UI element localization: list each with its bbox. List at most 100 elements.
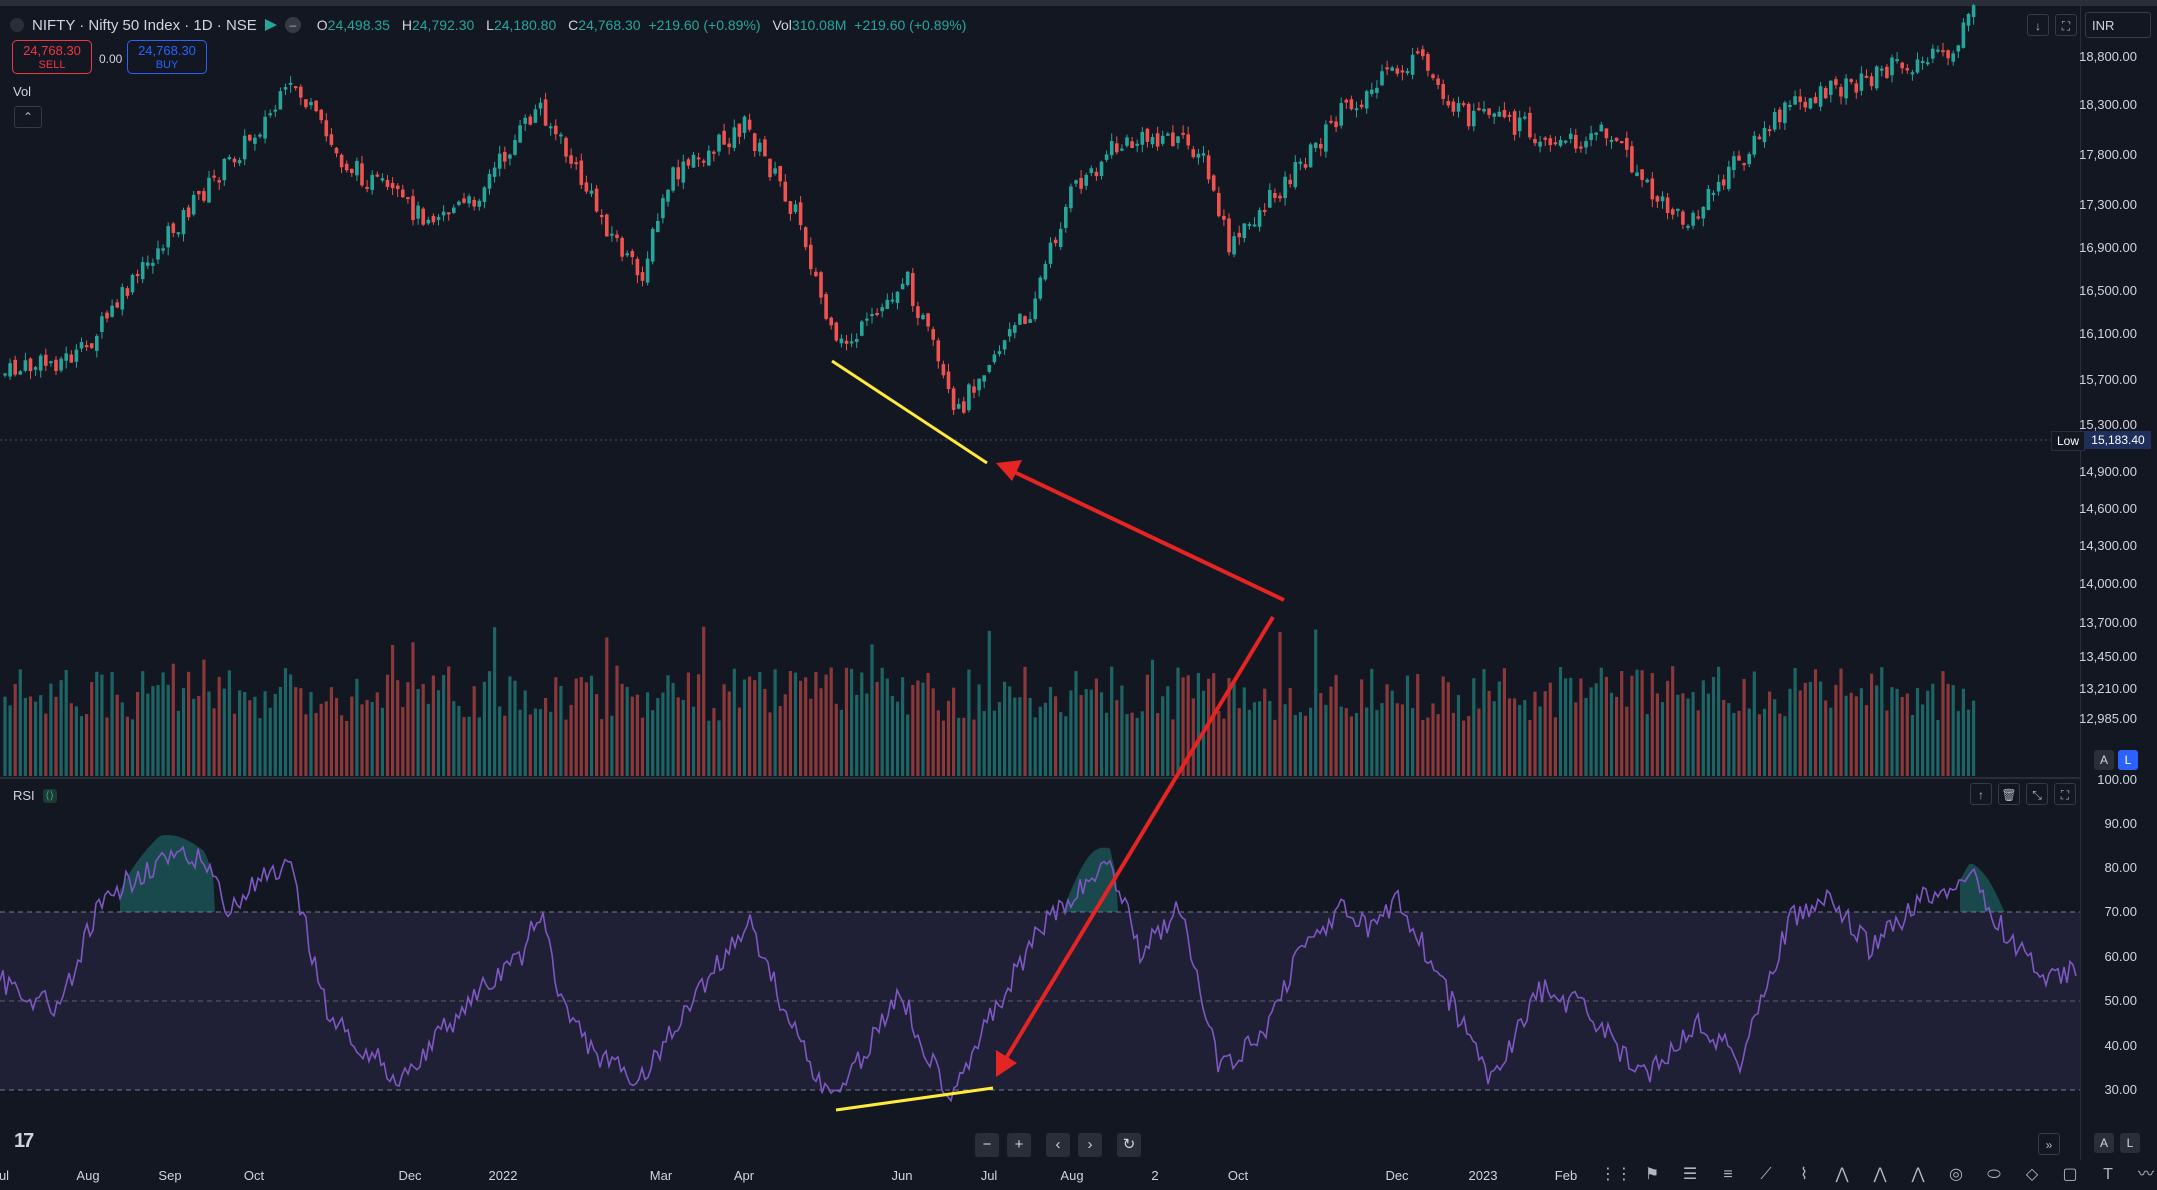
time-tick-label: Aug bbox=[76, 1168, 100, 1183]
price-tick-label: 16,500.00 bbox=[2079, 283, 2137, 298]
time-tick-label: Aug bbox=[1060, 1168, 1084, 1183]
log-scale-bottom-button[interactable]: L bbox=[2120, 1133, 2140, 1153]
time-tick-label: Sep bbox=[158, 1168, 182, 1183]
rsi-tick-label: 40.00 bbox=[2104, 1038, 2137, 1053]
rsi-tick-label: 50.00 bbox=[2104, 993, 2137, 1008]
price-tick-label: 12,985.00 bbox=[2079, 711, 2137, 726]
low-key: L bbox=[486, 17, 494, 33]
lines-tool-icon[interactable]: ☰ bbox=[1682, 1166, 1698, 1183]
auto-scale-bottom-button[interactable]: A bbox=[2094, 1133, 2114, 1153]
symbol-logo-icon bbox=[10, 18, 24, 32]
sell-button[interactable]: 24,768.30 SELL bbox=[12, 40, 92, 74]
circle-tool-icon[interactable]: ◎ bbox=[1949, 1166, 1963, 1183]
price-tick-label: 14,300.00 bbox=[2079, 538, 2137, 553]
expand-toolbar-icon[interactable]: » bbox=[2038, 1133, 2060, 1155]
time-tick-label: ul bbox=[0, 1168, 10, 1183]
high-value: 24,792.30 bbox=[411, 17, 475, 33]
ellipse-tool-icon[interactable]: ⬭ bbox=[1987, 1166, 2001, 1183]
time-tick-label: 2023 bbox=[1468, 1168, 1498, 1183]
brush-tool-icon[interactable]: 〰 bbox=[2137, 1166, 2154, 1183]
time-tick-label: Jun bbox=[891, 1168, 913, 1183]
price-tick-label: 13,450.00 bbox=[2079, 649, 2137, 664]
rectangle-tool-icon[interactable]: ▢ bbox=[2062, 1166, 2078, 1183]
log-scale-button[interactable]: L bbox=[2118, 750, 2138, 770]
rsi-tick-label: 30.00 bbox=[2104, 1082, 2137, 1097]
price-chart[interactable] bbox=[0, 0, 2080, 1160]
change-value: +219.60 (+0.89%) bbox=[648, 17, 761, 33]
price-tick-label: 16,100.00 bbox=[2079, 326, 2137, 341]
scroll-left-button[interactable]: ‹ bbox=[1046, 1133, 1070, 1157]
vol-value: 310.08M bbox=[791, 17, 847, 33]
vol-change-value: +219.60 (+0.89%) bbox=[854, 17, 967, 33]
time-tick-label: Oct bbox=[1227, 1168, 1249, 1183]
time-tick-label: Apr bbox=[733, 1168, 755, 1183]
xabcd-tool-icon[interactable]: ⋀ bbox=[1911, 1166, 1925, 1183]
rsi-tick-label: 70.00 bbox=[2104, 904, 2137, 919]
price-tick-label: 14,000.00 bbox=[2079, 576, 2137, 591]
vol-key: Vol bbox=[772, 17, 792, 33]
open-value: 24,498.35 bbox=[327, 17, 390, 33]
drawing-toolbar: ⋮⋮ ⚑ ☰ ≡ ⟋ ⌇ ⋀ ⋀ ⋀ ◎ ⬭ ◇ ▢ T 〰 ✎ bbox=[1600, 1160, 2157, 1190]
move-pane-up-icon[interactable]: ↑ bbox=[1970, 783, 1992, 805]
time-tick-label: Mar bbox=[649, 1168, 673, 1183]
rsi-indicator-label[interactable]: RSI ⟨⟩ bbox=[13, 788, 57, 803]
rsi-tick-label: 90.00 bbox=[2104, 816, 2137, 831]
grip-icon[interactable]: ⋮⋮ bbox=[1600, 1166, 1632, 1183]
rsi-title: RSI bbox=[13, 788, 35, 803]
spread-value: 0.00 bbox=[99, 52, 123, 66]
time-tick-label: Oct bbox=[243, 1168, 265, 1183]
arrow-to-price-line bbox=[1009, 468, 1285, 602]
arrow-to-rsi-line bbox=[1003, 615, 1275, 1062]
price-tick-label: 15,700.00 bbox=[2079, 372, 2137, 387]
pattern-tool-icon[interactable]: ⋀ bbox=[1835, 1166, 1849, 1183]
buy-button[interactable]: 24,768.30 BUY bbox=[127, 40, 207, 74]
rotated-rect-icon[interactable]: ◇ bbox=[2025, 1166, 2039, 1183]
scroll-down-icon[interactable]: ↓ bbox=[2027, 14, 2049, 36]
flag-tool-icon[interactable]: ⚑ bbox=[1644, 1166, 1660, 1183]
arrow-head-price bbox=[996, 460, 1022, 481]
time-tick-label: Dec bbox=[1385, 1168, 1409, 1183]
arrow-head-rsi bbox=[996, 1050, 1017, 1077]
rsi-settings-icon[interactable]: ⟨⟩ bbox=[42, 788, 57, 803]
price-tick-label: 14,600.00 bbox=[2079, 501, 2137, 516]
trend-line-icon[interactable]: ⟋ bbox=[1760, 1166, 1772, 1183]
zoom-in-button[interactable]: + bbox=[1007, 1133, 1031, 1157]
currency-selector[interactable]: INR bbox=[2085, 12, 2151, 38]
time-tick-label: 2 bbox=[1151, 1168, 1159, 1183]
delete-pane-icon[interactable]: 🗑 bbox=[1998, 783, 2020, 805]
auto-scale-button[interactable]: A bbox=[2094, 750, 2114, 770]
path-tool-icon[interactable]: ⌇ bbox=[1800, 1166, 1808, 1183]
volume-indicator-label[interactable]: Vol bbox=[13, 84, 32, 99]
price-tick-label: 17,800.00 bbox=[2079, 147, 2137, 162]
price-tick-label: 13,210.00 bbox=[2079, 681, 2137, 696]
ohlc-values: O24,498.35 H24,792.30 L24,180.80 C24,768… bbox=[309, 17, 967, 33]
sell-price: 24,768.30 bbox=[23, 43, 81, 58]
price-tick-label: 15,300.00 bbox=[2079, 417, 2137, 432]
scroll-right-button[interactable]: › bbox=[1078, 1133, 1102, 1157]
low-label: Low bbox=[2051, 431, 2086, 451]
collapse-indicators-button[interactable]: ⌃ bbox=[14, 106, 42, 128]
tradingview-logo[interactable]: 17 bbox=[14, 1130, 34, 1152]
close-value: 24,768.30 bbox=[578, 17, 641, 33]
collapse-pane-icon[interactable]: ⤡ bbox=[2026, 783, 2048, 805]
price-axis[interactable]: INR bbox=[2080, 0, 2157, 1160]
volume-bars bbox=[3, 626, 1976, 776]
text-tool-icon[interactable]: T bbox=[2103, 1166, 2113, 1183]
fullscreen-icon[interactable]: ⛶ bbox=[2055, 14, 2077, 36]
rsi-overbought-fill bbox=[120, 835, 2020, 912]
maximize-pane-icon[interactable]: ⛶ bbox=[2054, 783, 2076, 805]
pane-scale-toggles: A L bbox=[2090, 1133, 2140, 1153]
symbol-title[interactable]: NIFTY · Nifty 50 Index · 1D · NSE bbox=[32, 16, 257, 34]
hide-legend-icon[interactable]: – bbox=[284, 17, 301, 33]
abcd-tool-icon[interactable]: ⋀ bbox=[1873, 1166, 1887, 1183]
buy-price: 24,768.30 bbox=[138, 43, 196, 58]
zoom-out-button[interactable]: − bbox=[975, 1133, 999, 1157]
fib-tool-icon[interactable]: ≡ bbox=[1723, 1166, 1733, 1183]
price-tick-label: 14,900.00 bbox=[2079, 464, 2137, 479]
price-tick-label: 18,800.00 bbox=[2079, 49, 2137, 64]
rsi-tick-label: 100.00 bbox=[2097, 772, 2137, 787]
chart-legend: NIFTY · Nifty 50 Index · 1D · NSE – O24,… bbox=[10, 13, 966, 37]
price-tick-label: 16,900.00 bbox=[2079, 240, 2137, 255]
reset-chart-button[interactable]: ↻ bbox=[1117, 1133, 1141, 1157]
price-tick-label: 18,300.00 bbox=[2079, 97, 2137, 112]
